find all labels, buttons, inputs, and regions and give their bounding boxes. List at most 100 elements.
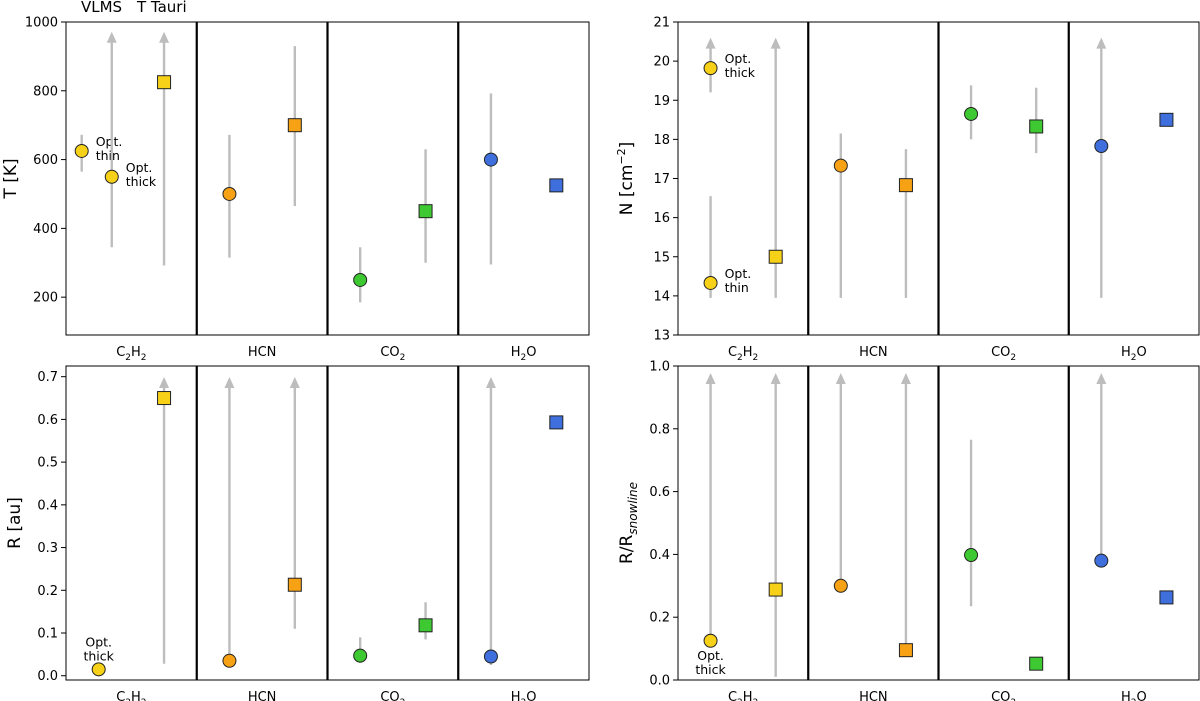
y-tick-label: 0.3 (37, 541, 58, 556)
x-category-label: C2H2 (116, 345, 146, 363)
upper-limit-arrow (289, 376, 300, 388)
data-point-h2o-ttauri (549, 178, 564, 193)
data-point-h2o-vlms (483, 93, 498, 265)
marker-circle (353, 272, 368, 287)
y-tick-label: 200 (33, 291, 58, 306)
y-tick-label: 400 (33, 222, 58, 237)
upper-limit-arrow (159, 376, 170, 388)
data-point-h2o-ttauri (1159, 590, 1174, 605)
y-tick-label: 600 (33, 153, 58, 168)
marker-circle (964, 548, 979, 563)
marker-square (549, 415, 564, 430)
data-point-c2h2-vlms: Opt.thick (83, 634, 115, 677)
marker-square (287, 118, 302, 133)
point-annotation: thin (725, 280, 749, 295)
upper-limit-arrow (1096, 372, 1107, 384)
y-tick-label: 0.6 (37, 413, 58, 428)
data-point-c2h2-vlms: Opt.thick (703, 37, 756, 93)
x-category-label: CO2 (380, 690, 405, 701)
marker-circle (104, 169, 119, 184)
marker-square (768, 582, 783, 597)
point-annotation: Opt. (96, 134, 123, 149)
x-category-label: HCN (859, 690, 888, 701)
marker-square (1029, 119, 1044, 134)
data-point-co2-vlms (964, 439, 979, 607)
data-point-hcn-vlms (833, 372, 848, 593)
marker-circle (833, 578, 848, 593)
y-axis-label: N [cm−2] (615, 142, 637, 216)
data-point-c2h2-ttauri (768, 372, 783, 677)
x-category-label: H2O (1121, 690, 1147, 701)
marker-circle (703, 275, 718, 290)
point-annotation: Opt. (85, 634, 112, 649)
y-tick-label: 0.8 (649, 422, 670, 437)
data-point-hcn-vlms (222, 134, 237, 258)
y-tick-label: 0.7 (37, 370, 58, 385)
marker-circle (1094, 139, 1109, 154)
x-category-label: C2H2 (116, 690, 146, 701)
upper-limit-arrow (485, 376, 496, 388)
marker-circle (91, 662, 106, 677)
point-annotation: thick (126, 174, 157, 189)
data-point-c2h2-vlms: Opt.thin (703, 196, 751, 298)
y-tick-label: 20 (653, 55, 670, 70)
y-tick-label: 1000 (25, 16, 58, 31)
data-point-c2h2-vlms: Opt.thick (104, 31, 157, 248)
marker-square (157, 75, 172, 90)
marker-square (418, 618, 433, 633)
y-axis-label: T [K] (1, 158, 21, 199)
y-tick-label: 0.4 (649, 548, 670, 563)
panel-radius-snowline: 0.0 0.2 0.4 0.6 0.8 1.0 R/Rsnowline C2H2 HCN CO2 H… (617, 360, 1200, 701)
data-point-c2h2-ttauri (768, 37, 783, 298)
marker-circle (74, 143, 89, 158)
x-category-label: HCN (248, 690, 277, 701)
y-tick-label: 1.0 (649, 360, 670, 375)
marker-circle (222, 186, 237, 201)
data-point-c2h2-ttauri (157, 376, 172, 664)
y-tick-label: 0.2 (649, 611, 670, 626)
x-category-label: H2O (511, 345, 537, 363)
y-tick-label: 17 (653, 172, 670, 187)
data-point-c2h2-vlms: Opt.thin (74, 134, 123, 172)
x-category-label: C2H2 (728, 690, 758, 701)
upper-limit-arrow (705, 372, 716, 384)
y-tick-label: 16 (653, 211, 670, 226)
data-point-h2o-vlms (483, 376, 498, 666)
x-category-label: CO2 (991, 690, 1016, 701)
marker-circle (703, 61, 718, 76)
y-tick-label: 0.4 (37, 498, 58, 513)
point-annotation: Opt. (126, 160, 153, 175)
y-tick-label: 21 (653, 16, 670, 31)
y-tick-label: 0.2 (37, 584, 58, 599)
upper-limit-arrow (770, 372, 781, 384)
vlms-label: VLMS (81, 0, 123, 16)
marker-square (898, 643, 913, 658)
data-point-h2o-ttauri (1159, 112, 1174, 127)
upper-limit-arrow (705, 37, 716, 49)
marker-square (418, 204, 433, 219)
x-category-label: C2H2 (728, 345, 758, 363)
marker-circle (222, 653, 237, 668)
data-point-hcn-vlms (833, 133, 848, 298)
data-point-co2-vlms (353, 637, 368, 663)
x-category-label: CO2 (991, 345, 1016, 363)
data-point-hcn-ttauri (898, 149, 913, 298)
upper-limit-arrow (770, 37, 781, 49)
marker-circle (833, 158, 848, 173)
data-point-co2-ttauri (418, 602, 433, 640)
upper-limit-arrow (835, 372, 846, 384)
point-annotation: thick (725, 65, 756, 80)
point-annotation: thick (83, 648, 114, 663)
marker-circle (483, 649, 498, 664)
y-tick-label: 0.0 (37, 669, 58, 684)
marker-square (898, 178, 913, 193)
upper-limit-arrow (106, 31, 117, 43)
data-point-h2o-vlms (1094, 372, 1109, 568)
y-tick-label: 0.1 (37, 627, 58, 642)
marker-circle (1094, 553, 1109, 568)
marker-square (1029, 656, 1044, 671)
data-point-h2o-vlms (1094, 37, 1109, 298)
upper-limit-arrow (159, 31, 170, 43)
